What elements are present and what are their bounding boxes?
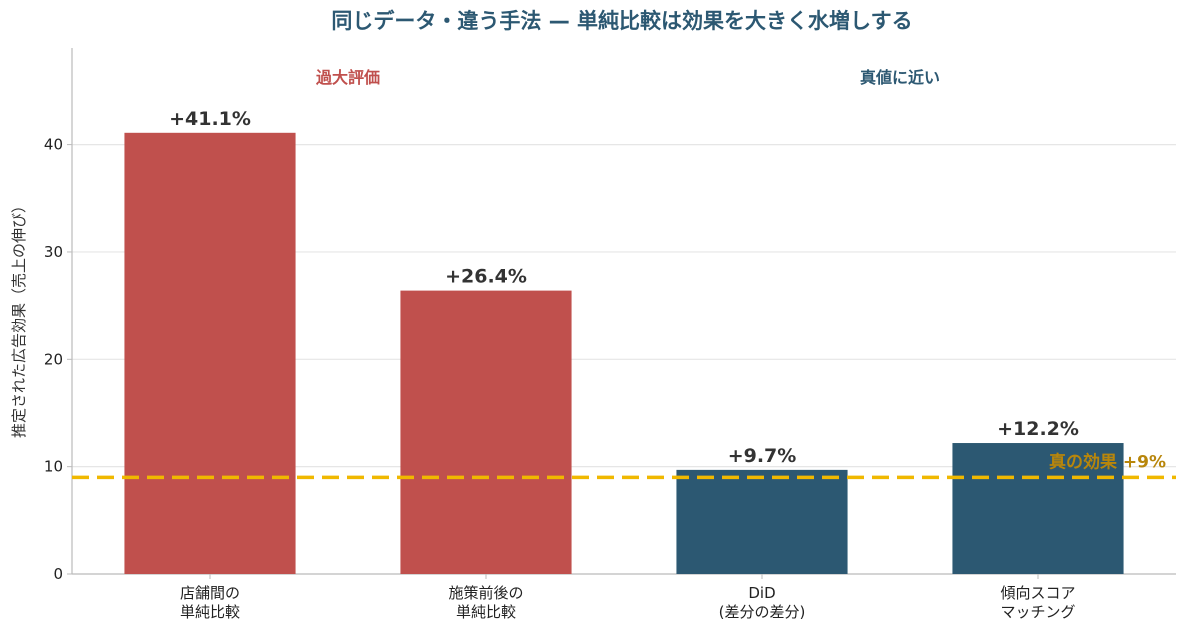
- true-effect-label: 真の効果 +9%: [1049, 451, 1166, 472]
- y-tick-label: 10: [44, 458, 63, 476]
- group-annotation: 真値に近い: [860, 68, 940, 87]
- x-tick-label: DiD (差分の差分): [719, 584, 806, 621]
- x-tick-label: 傾向スコアマッチング: [1000, 584, 1075, 621]
- y-tick-label: 30: [44, 243, 63, 261]
- data-label: +26.4%: [445, 266, 527, 288]
- bar: [400, 290, 572, 574]
- bars: [124, 132, 1124, 574]
- bar: [676, 469, 848, 574]
- data-label: +41.1%: [169, 108, 251, 130]
- bar: [952, 443, 1124, 574]
- x-tick-label-line: 施策前後の: [448, 584, 523, 602]
- x-tick-label: 施策前後の単純比較: [448, 584, 523, 621]
- x-tick-label-line: (差分の差分): [719, 603, 806, 621]
- y-tick-label: 0: [53, 565, 63, 583]
- x-tick-label-line: 店舗間の: [180, 584, 240, 602]
- chart-title: 同じデータ・違う手法 — 単純比較は効果を大きく水増しする: [331, 9, 912, 33]
- bar: [124, 132, 296, 574]
- x-tick-label: 店舗間の単純比較: [180, 584, 240, 621]
- group-annotation: 過大評価: [315, 68, 380, 87]
- group-annotations: 過大評価 真値に近い: [315, 68, 940, 87]
- x-tick-label-line: DiD: [748, 584, 775, 602]
- data-label: +12.2%: [997, 418, 1079, 440]
- y-axis-label: 推定された広告効果（売上の伸び）: [10, 198, 28, 438]
- x-tick-label-line: 単純比較: [180, 603, 240, 621]
- y-ticks: 0 10 20 30 40: [44, 136, 72, 583]
- x-tick-label-line: 単純比較: [456, 603, 516, 621]
- x-tick-label-line: マッチング: [1000, 603, 1075, 621]
- data-label: +9.7%: [728, 445, 797, 467]
- x-tick-label-line: 傾向スコア: [1000, 584, 1075, 602]
- value-labels: +41.1% +26.4% +9.7% +12.2%: [169, 108, 1079, 467]
- y-tick-label: 20: [44, 350, 63, 368]
- reference-layer: 真の効果 +9%: [72, 451, 1176, 480]
- y-tick-label: 40: [44, 136, 63, 154]
